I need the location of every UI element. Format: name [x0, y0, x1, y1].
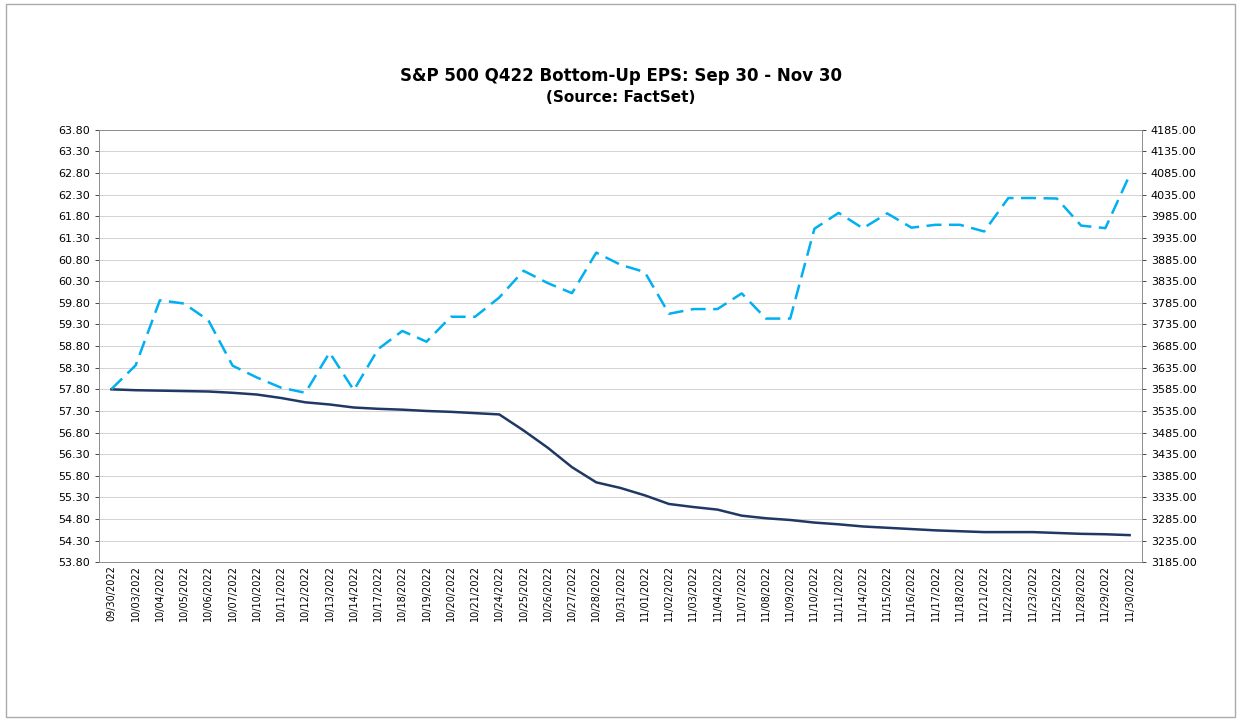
Text: (Source: FactSet): (Source: FactSet)	[546, 90, 695, 105]
Text: S&P 500 Q422 Bottom-Up EPS: Sep 30 - Nov 30: S&P 500 Q422 Bottom-Up EPS: Sep 30 - Nov…	[400, 67, 841, 84]
